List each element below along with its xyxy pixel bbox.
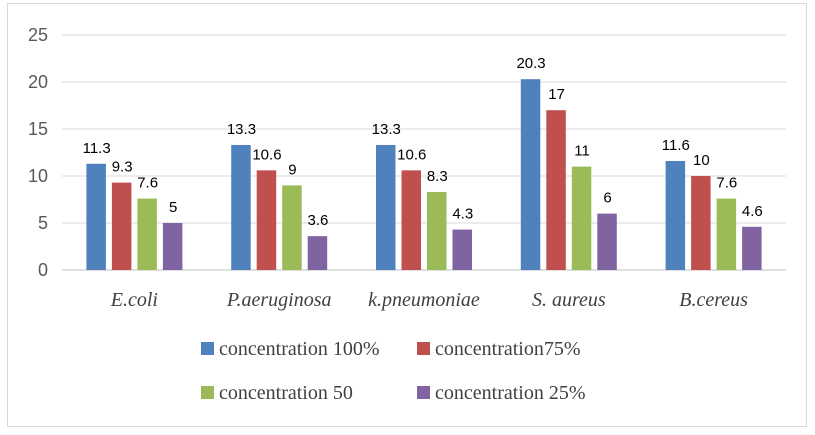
legend-label-concentration-50: concentration 50 <box>219 382 353 404</box>
legend-label-concentration75: concentration75% <box>435 338 581 360</box>
data-label-b-cereus-concentration75: 10 <box>693 152 710 169</box>
y-axis: 0 5 10 15 20 25 <box>28 25 786 280</box>
data-label-e-coli-concentration-50: 7.6 <box>137 175 158 192</box>
bar-e-coli-concentration-100 <box>86 163 106 270</box>
bar-b-cereus-concentration75 <box>691 176 711 270</box>
bar-k-pneumoniae-concentration-50 <box>427 191 447 270</box>
data-label-e-coli-concentration75: 9.3 <box>112 159 133 176</box>
x-tick-label-e-coli: E.coli <box>110 289 158 311</box>
bar-s-aureus-concentration-25 <box>597 213 617 270</box>
bar-b-cereus-concentration-100 <box>665 160 686 270</box>
bar-p-aeruginosa-concentration-25 <box>307 236 328 270</box>
data-label-b-cereus-concentration-50: 7.6 <box>716 175 737 192</box>
bar-k-pneumoniae-concentration75 <box>401 170 421 270</box>
bar-k-pneumoniae-concentration-25 <box>452 229 472 270</box>
legend-swatch-concentration-100 <box>201 342 214 355</box>
data-label-p-aeruginosa-concentration75: 10.6 <box>252 146 281 163</box>
gridlines <box>62 34 786 224</box>
data-label-k-pneumoniae-concentration75: 10.6 <box>397 146 426 163</box>
data-label-p-aeruginosa-concentration-25: 3.6 <box>308 212 329 229</box>
bars <box>86 79 762 271</box>
bar-s-aureus-concentration75 <box>546 110 566 270</box>
legend-label-concentration-100: concentration 100% <box>219 338 380 360</box>
data-label-e-coli-concentration-100: 11.3 <box>83 140 111 157</box>
legend-swatch-concentration75 <box>417 342 430 355</box>
x-tick-label-p-aeruginosa: P.aeruginosa <box>226 289 332 311</box>
y-tick-label-20: 20 <box>28 72 48 92</box>
legend-swatch-concentration-50 <box>201 386 214 399</box>
x-axis: E.coli P.aeruginosa k.pneumoniae S. aureus B… <box>110 289 748 311</box>
data-label-e-coli-concentration-25: 5 <box>169 199 177 216</box>
bar-s-aureus-concentration-50 <box>571 166 592 270</box>
data-label-s-aureus-concentration75: 17 <box>548 86 565 103</box>
data-label-k-pneumoniae-concentration-50: 8.3 <box>427 168 448 185</box>
legend-label-concentration-25: concentration 25% <box>435 382 586 404</box>
y-tick-label-5: 5 <box>38 213 48 233</box>
data-label-s-aureus-concentration-25: 6 <box>603 190 611 207</box>
data-label-p-aeruginosa-concentration-100: 13.3 <box>227 121 256 138</box>
data-label-s-aureus-concentration-50: 11 <box>574 143 590 160</box>
y-tick-label-0: 0 <box>38 260 48 280</box>
bar-e-coli-concentration-50 <box>137 198 157 270</box>
bar-p-aeruginosa-concentration75 <box>256 170 277 270</box>
bar-s-aureus-concentration-100 <box>520 79 541 271</box>
x-tick-label-s-aureus: S. aureus <box>532 289 606 311</box>
bar-k-pneumoniae-concentration-100 <box>376 144 396 270</box>
data-label-k-pneumoniae-concentration-100: 13.3 <box>372 121 401 138</box>
y-tick-label-10: 10 <box>28 166 48 186</box>
x-tick-label-k-pneumoniae: k.pneumoniae <box>368 289 480 311</box>
legend-swatch-concentration-25 <box>417 386 430 399</box>
bar-e-coli-concentration75 <box>111 182 132 270</box>
bar-b-cereus-concentration-25 <box>742 226 762 270</box>
x-tick-label-b-cereus: B.cereus <box>679 289 748 311</box>
data-label-b-cereus-concentration-25: 4.6 <box>742 203 763 220</box>
bar-p-aeruginosa-concentration-50 <box>282 185 302 270</box>
data-label-k-pneumoniae-concentration-25: 4.3 <box>452 206 473 223</box>
bar-e-coli-concentration-25 <box>162 223 183 270</box>
data-labels: 11.39.37.6513.310.693.613.310.68.34.320.… <box>83 55 763 229</box>
data-label-s-aureus-concentration-100: 20.3 <box>516 55 545 72</box>
bar-p-aeruginosa-concentration-100 <box>231 144 251 270</box>
data-label-p-aeruginosa-concentration-50: 9 <box>288 161 296 178</box>
y-tick-label-15: 15 <box>28 119 48 139</box>
legend: concentration 100% concentration75% concen… <box>201 338 586 404</box>
data-label-b-cereus-concentration-100: 11.6 <box>662 137 690 154</box>
bar-b-cereus-concentration-50 <box>716 198 737 270</box>
y-tick-label-25: 25 <box>28 25 48 45</box>
